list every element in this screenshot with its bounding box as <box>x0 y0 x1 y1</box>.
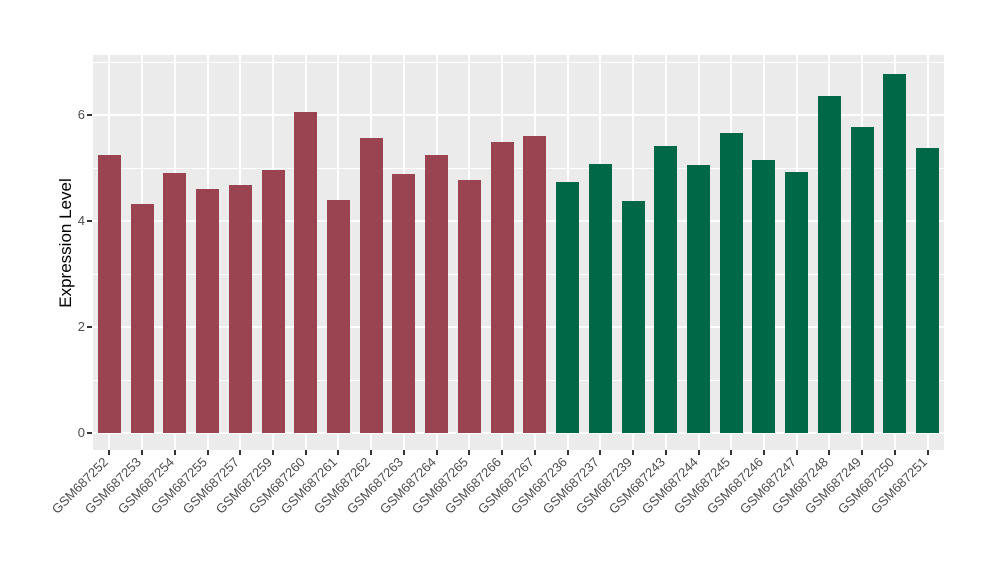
x-axis-tick <box>370 450 373 455</box>
x-axis-tick <box>664 450 667 455</box>
x-axis-tick <box>501 450 504 455</box>
minor-gridline <box>93 379 944 381</box>
bar <box>228 185 252 433</box>
x-axis-tick <box>272 450 275 455</box>
y-axis-tick <box>87 432 92 434</box>
bar <box>163 172 187 433</box>
plot-panel <box>93 55 944 450</box>
minor-gridline <box>93 273 944 275</box>
major-gridline <box>93 326 944 328</box>
bar <box>621 200 645 433</box>
bar <box>752 160 776 433</box>
y-axis-tick <box>87 220 92 222</box>
bar <box>719 133 743 433</box>
x-axis-tick <box>239 450 242 455</box>
bar <box>261 169 285 433</box>
bar <box>523 135 547 433</box>
x-axis-tick <box>599 450 602 455</box>
bar <box>457 180 481 433</box>
y-axis-tick <box>87 114 92 116</box>
bar <box>850 126 874 433</box>
x-axis-tick <box>566 450 569 455</box>
y-tick-label: 4 <box>77 213 85 228</box>
x-axis-tick <box>206 450 209 455</box>
bar <box>196 189 220 433</box>
x-axis-tick <box>762 450 765 455</box>
x-axis-tick <box>828 450 831 455</box>
y-axis-tick <box>87 326 92 328</box>
major-gridline <box>93 114 944 116</box>
bar <box>654 145 678 433</box>
major-gridline <box>93 432 944 434</box>
y-tick-label: 6 <box>77 107 85 122</box>
bar <box>916 148 940 433</box>
bar <box>883 73 907 433</box>
y-tick-label: 2 <box>77 319 85 334</box>
x-axis-tick <box>926 450 929 455</box>
bar <box>294 111 318 433</box>
x-axis-tick <box>108 450 111 455</box>
x-axis-tick <box>435 450 438 455</box>
y-tick-label: 0 <box>77 425 85 440</box>
x-axis-tick <box>632 450 635 455</box>
bar <box>785 171 809 433</box>
bar <box>425 154 449 433</box>
x-axis-tick <box>141 450 144 455</box>
x-axis-tick <box>337 450 340 455</box>
x-axis-tick <box>402 450 405 455</box>
major-gridline <box>93 220 944 222</box>
bar <box>817 96 841 433</box>
x-axis-tick <box>697 450 700 455</box>
x-axis-tick <box>795 450 798 455</box>
bar <box>97 154 121 433</box>
x-axis-tick <box>861 450 864 455</box>
x-axis-tick <box>730 450 733 455</box>
bar <box>359 137 383 433</box>
bar <box>130 203 154 433</box>
bar <box>326 199 350 433</box>
minor-gridline <box>93 167 944 169</box>
x-axis-tick <box>304 450 307 455</box>
x-axis-tick <box>173 450 176 455</box>
x-axis-tick <box>893 450 896 455</box>
x-axis-tick <box>533 450 536 455</box>
bar <box>687 165 711 433</box>
x-axis-tick <box>468 450 471 455</box>
bar <box>490 142 514 433</box>
bar <box>588 163 612 433</box>
bar <box>392 173 416 433</box>
minor-gridline <box>93 61 944 63</box>
bar <box>556 182 580 433</box>
y-axis-title: Expression Level <box>56 178 75 308</box>
